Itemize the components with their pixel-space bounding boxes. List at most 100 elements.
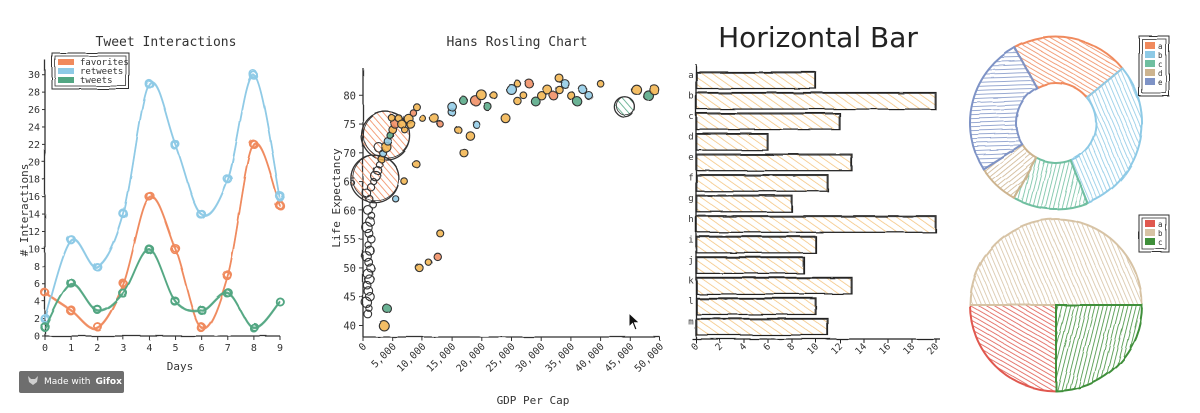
country-point [362,280,372,290]
chart2-ytick-label: 60 [343,205,356,217]
country-point [412,102,421,111]
country-point [596,79,605,88]
country-point [400,126,409,134]
country-point [415,263,424,273]
point-retweets [248,69,258,79]
country-point [364,257,374,267]
country-point [367,234,376,244]
country-point [433,252,442,261]
chart1-xtick-label: 4 [146,343,152,354]
made-with-gifox-badge[interactable]: Made with Gifox [19,371,124,393]
chart1-ytick-label: 10 [28,244,40,255]
country-point [363,309,373,319]
bar-g [695,194,793,213]
country-point [459,96,469,106]
legend-label-b: b [1158,51,1163,60]
country-point [364,228,374,238]
chart3-xtick-label: 14 [853,341,869,357]
chart1-xtick-label: 6 [199,343,205,354]
chart3-title: Horizontal Bar [718,21,918,54]
point-favorites [171,244,180,253]
chart1-xtick-label: 1 [68,343,74,354]
country-point [447,101,457,112]
country-point [459,148,469,158]
point-retweets [93,262,103,272]
country-point [554,73,564,83]
point-retweets [196,210,206,219]
country-point [560,79,570,89]
chart1-ytick-label: 24 [28,122,40,133]
point-tweets [224,288,233,298]
chart2-ytick-label: 45 [343,292,356,304]
country-point [378,319,390,331]
bar-e [695,153,853,172]
chart1-xtick-label: 3 [120,343,126,354]
chart2-xtick-label: 20,000 [455,341,488,374]
legend-swatch-a [1145,220,1155,227]
badge-prefix: Made with [44,377,91,387]
chart2-ytick-label: 65 [343,177,356,189]
country-point [361,251,372,262]
bar-f [695,174,829,192]
chart3-xtick-label: 20 [925,341,941,357]
mouse-cursor-icon [628,311,642,336]
country-point [542,84,553,95]
point-favorites [40,288,50,297]
legend-swatch-favorites [58,59,74,65]
point-retweets [118,209,128,219]
legend-label-a: a [1158,220,1163,229]
chart2-ytick-label: 50 [343,263,356,275]
country-point [548,90,558,101]
chart1-xtick-label: 5 [173,343,179,354]
country-point [405,119,416,129]
chart1-title: Tweet Interactions [96,35,237,50]
bar-category-label: f [688,174,693,184]
chart1-ytick-label: 26 [28,105,40,116]
series-line-retweets [44,73,281,319]
point-tweets [92,305,102,315]
country-point [400,177,409,186]
country-point [388,114,396,123]
chart2-xtick-label: 40,000 [573,341,606,374]
slice-a [1013,36,1124,99]
chart1-ytick-label: 16 [28,192,40,203]
point-retweets [67,235,76,244]
country-point [361,188,372,198]
country-point [365,217,376,227]
bar-category-label: h [688,215,693,225]
chart2-xlabel: GDP Per Cap [497,394,570,407]
chart2-xtick-label: 5,000 [370,341,399,370]
chart2-xtick-label: 35,000 [544,341,577,374]
chart3-xtick-label: 16 [877,341,893,357]
chart2-xtick-label: 45,000 [603,341,636,374]
chart2-xtick-label: 50,000 [633,341,666,374]
chart3-xtick-label: 2 [713,341,725,353]
country-point [536,90,546,100]
chart2-xtick-label: 10,000 [395,341,428,374]
chart3-xtick-label: 8 [785,341,797,353]
country-point [454,125,463,134]
series-line-favorites [44,143,281,330]
country-point [566,90,576,100]
bar-category-label: j [688,256,693,266]
country-point [365,292,375,302]
chart2-ytick-label: 55 [343,234,356,246]
point-tweets [118,289,128,298]
bar-c [695,112,841,131]
country-point [436,120,444,128]
country-point [424,258,433,266]
country-point [409,108,417,117]
chart2-xtick-label: 30,000 [514,341,547,374]
slice-b [1069,66,1143,205]
country-point [476,89,488,101]
bar-l [695,297,817,316]
country-point [519,91,528,100]
chart1-ytick-label: 12 [28,227,40,238]
point-retweets [170,141,180,150]
point-favorites [223,270,233,279]
country-point [361,222,373,234]
legend-swatch-tweets [58,77,74,83]
chart1-xtick-label: 7 [225,343,231,354]
hans-rosling-chart: Hans Rosling Chart 40 45 50 55 60 65 70 75 80 0 5,… [330,35,666,407]
